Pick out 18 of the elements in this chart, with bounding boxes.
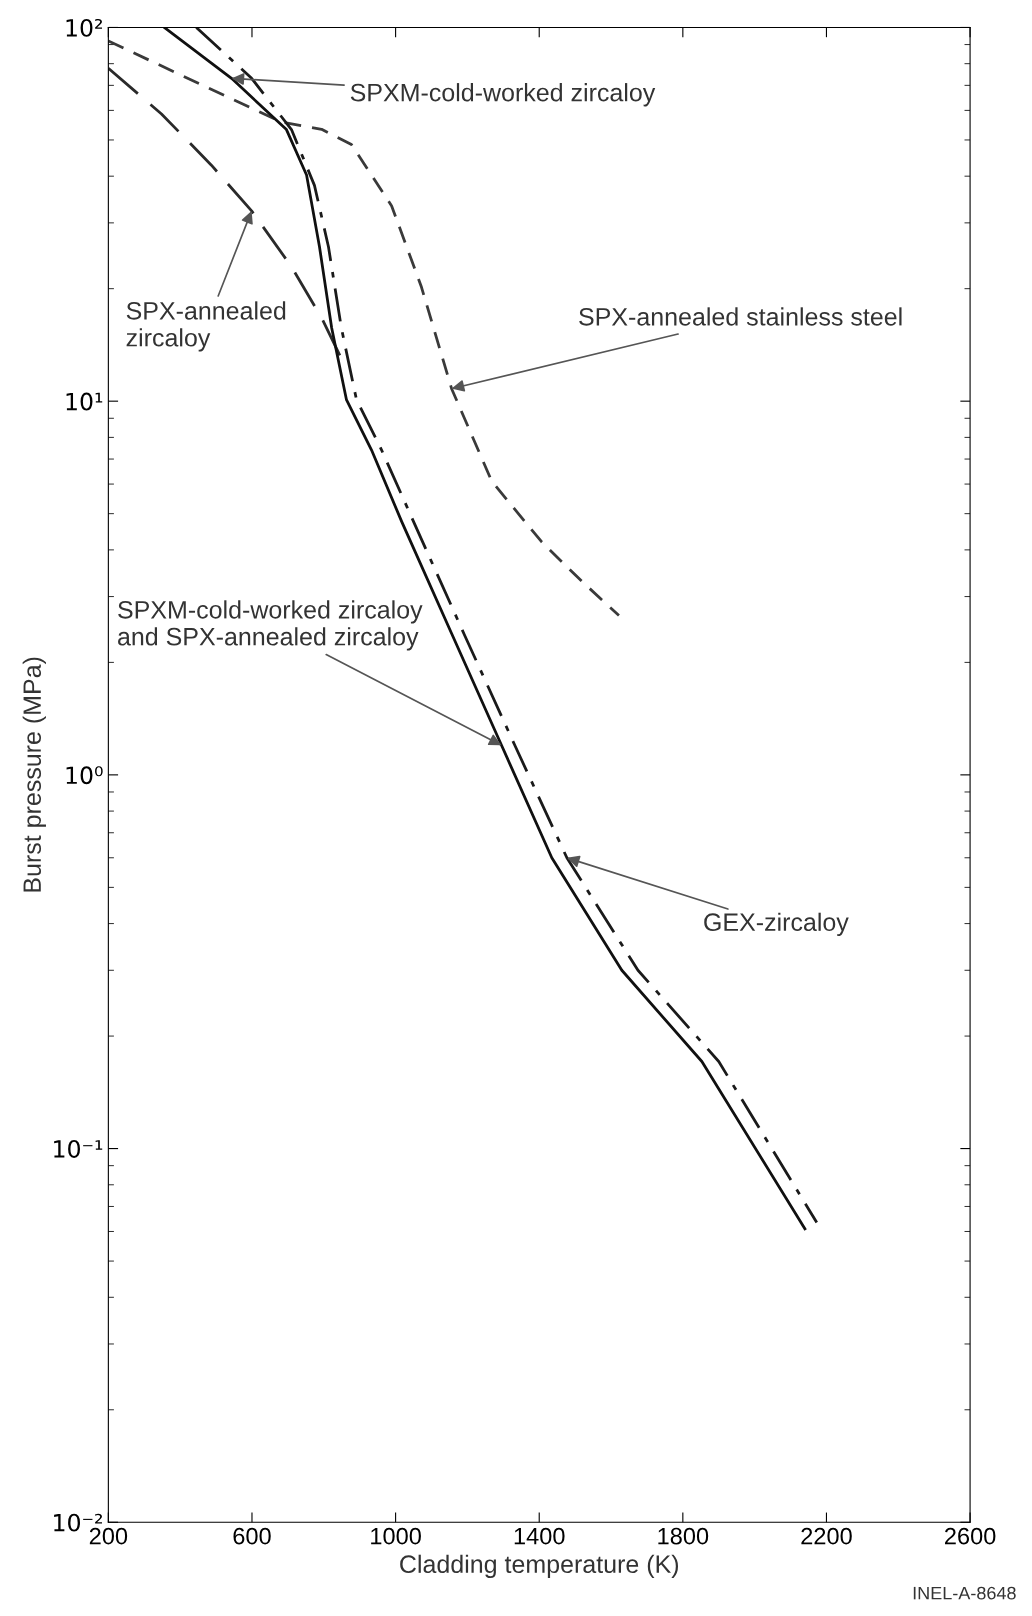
- annotation: SPXM-cold-worked zircaloy and SPX-annealed zircaloy: [118, 600, 423, 651]
- annotation: SPX-annealed stainless steel: [579, 307, 902, 326]
- annotation: SPX-annealed zircaloy: [126, 301, 286, 352]
- x-tick-label: 2200: [801, 1527, 852, 1545]
- annotation: GEX-zircaloy: [704, 912, 849, 936]
- x-tick-label: 1000: [371, 1527, 421, 1545]
- y-axis-title: Burst pressure (MPa): [22, 657, 46, 892]
- x-tick-label: 600: [233, 1527, 271, 1545]
- text: INEL-A-8648: [913, 1586, 1016, 1600]
- x-tick-label: 2600: [945, 1527, 996, 1545]
- x-tick-label: 1400: [514, 1527, 565, 1545]
- y-tick-label: 10⁰: [66, 766, 103, 785]
- x-axis-title: Cladding temperature (K): [400, 1554, 679, 1578]
- y-tick-label: 10²: [66, 18, 103, 37]
- annotation: SPXM-cold-worked zircaloy: [350, 83, 656, 107]
- x-tick-label: 1800: [658, 1527, 709, 1545]
- y-tick-label: 10¹: [66, 392, 103, 411]
- y-tick-label: 10⁻¹: [54, 1140, 103, 1158]
